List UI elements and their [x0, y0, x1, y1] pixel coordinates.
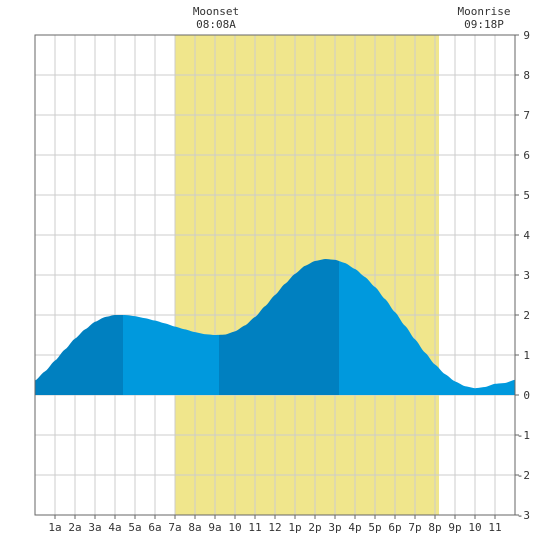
- x-tick-label: 7a: [168, 521, 181, 534]
- y-tick-label: 3: [523, 269, 530, 282]
- x-tick-label: 9a: [208, 521, 221, 534]
- x-tick-label: 12: [268, 521, 281, 534]
- y-tick-label: -3: [517, 509, 530, 522]
- moonrise-label: Moonrise: [458, 5, 511, 18]
- y-tick-label: 4: [523, 229, 530, 242]
- y-tick-label: -1: [517, 429, 530, 442]
- x-tick-label: 11: [488, 521, 501, 534]
- x-tick-label: 10: [468, 521, 481, 534]
- x-tick-label: 8p: [428, 521, 441, 534]
- y-tick-label: 1: [523, 349, 530, 362]
- x-tick-label: 10: [228, 521, 241, 534]
- x-tick-label: 7p: [408, 521, 421, 534]
- y-tick-label: 7: [523, 109, 530, 122]
- x-tick-label: 4p: [348, 521, 361, 534]
- moonrise-time: 09:18P: [464, 18, 504, 31]
- plot-frame: [34, 34, 516, 516]
- y-tick-label: 9: [523, 29, 530, 42]
- y-tick-label: -2: [517, 469, 530, 482]
- x-tick-label: 3p: [328, 521, 341, 534]
- x-tick-label: 5a: [128, 521, 141, 534]
- x-tick-label: 2a: [68, 521, 81, 534]
- x-tick-label: 3a: [88, 521, 101, 534]
- x-tick-label: 6a: [148, 521, 161, 534]
- y-tick-label: 8: [523, 69, 530, 82]
- x-tick-label: 5p: [368, 521, 381, 534]
- x-tick-label: 11: [248, 521, 261, 534]
- tide-segment: [123, 315, 219, 395]
- tide-segment: [35, 315, 123, 395]
- tide-area: [35, 259, 515, 395]
- x-tick-label: 8a: [188, 521, 201, 534]
- y-axis-ticks: -3 -2 -1 0 1 2 3 4 5 6 7 8 9: [515, 29, 530, 522]
- y-tick-label: 5: [523, 189, 530, 202]
- grid: [35, 35, 515, 515]
- x-tick-label: 9p: [448, 521, 461, 534]
- y-tick-label: 6: [523, 149, 530, 162]
- x-tick-label: 2p: [308, 521, 321, 534]
- x-tick-label: 6p: [388, 521, 401, 534]
- x-tick-label: 4a: [108, 521, 121, 534]
- x-axis-ticks: 1a 2a 3a 4a 5a 6a 7a 8a 9a 10 11 12 1p 2p 3p 4p 5p 6p 7p 8p…: [48, 515, 502, 534]
- x-tick-label: 1p: [288, 521, 301, 534]
- moonset-label: Moonset: [193, 5, 239, 18]
- tide-segment: [219, 259, 339, 395]
- x-tick-label: 1a: [48, 521, 61, 534]
- tide-segment: [339, 261, 515, 395]
- y-tick-label: 0: [523, 389, 530, 402]
- y-tick-label: 2: [523, 309, 530, 322]
- moonset-time: 08:08A: [196, 18, 236, 31]
